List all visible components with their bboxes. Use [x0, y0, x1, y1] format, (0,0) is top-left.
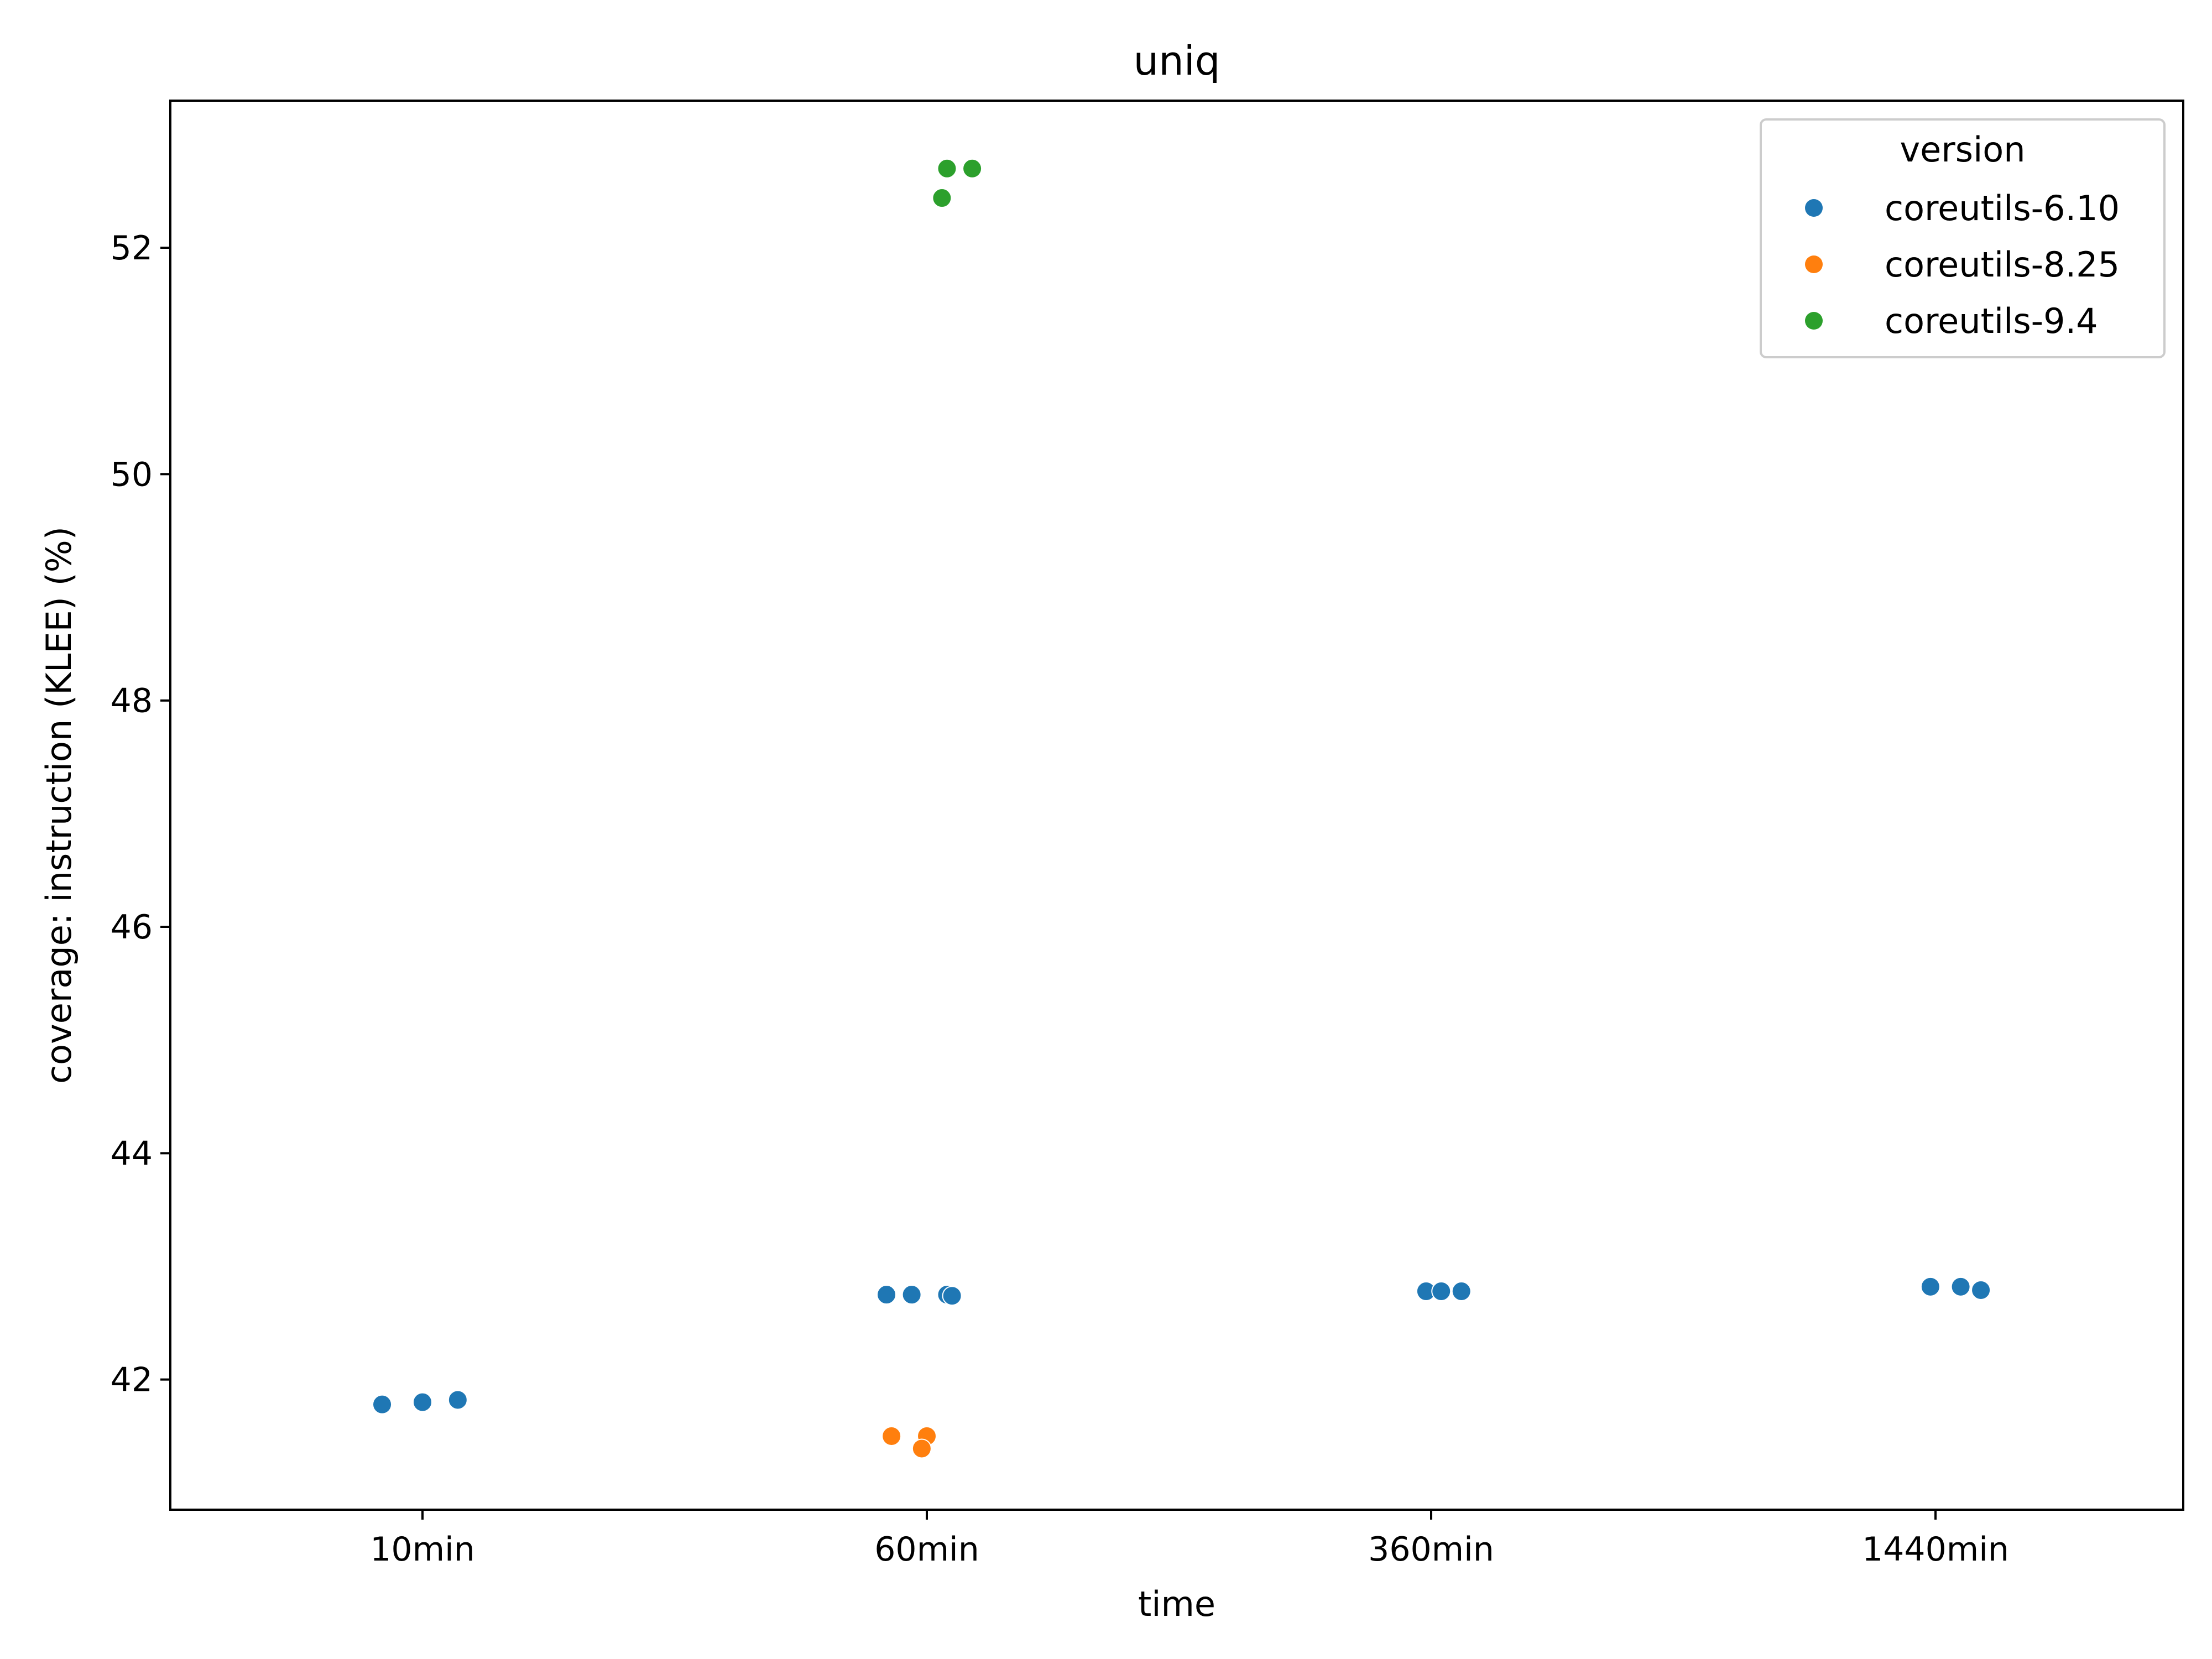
data-point-coreutils-9.4: [962, 158, 983, 179]
y-tick-label: 42: [111, 1361, 153, 1400]
x-axis-label: time: [1138, 1584, 1215, 1624]
data-point-coreutils-6.10: [372, 1394, 393, 1415]
legend: version coreutils-6.10coreutils-8.25core…: [1760, 118, 2166, 358]
legend-label: coreutils-9.4: [1885, 301, 2098, 341]
legend-title: version: [1900, 129, 2025, 170]
legend-label: coreutils-6.10: [1885, 188, 2120, 228]
data-point-coreutils-6.10: [1971, 1280, 1991, 1300]
y-tick-label: 44: [111, 1134, 153, 1173]
y-axis-label: coverage: instruction (KLEE) (%): [39, 526, 79, 1084]
data-point-coreutils-9.4: [937, 158, 957, 179]
plot-area-frame: [169, 100, 2184, 1511]
data-point-coreutils-6.10: [877, 1285, 897, 1305]
x-tick-label: 360min: [1368, 1530, 1494, 1569]
data-point-coreutils-8.25: [911, 1438, 932, 1459]
y-tick-label: 52: [111, 229, 153, 268]
legend-marker: [1805, 312, 1823, 330]
data-points: [372, 158, 1991, 1459]
legend-marker: [1805, 255, 1823, 273]
y-tick-label: 48: [111, 682, 153, 721]
y-tick-label: 46: [111, 908, 153, 947]
data-point-coreutils-8.25: [881, 1426, 902, 1446]
legend-marker: [1805, 199, 1823, 217]
data-point-coreutils-6.10: [413, 1392, 432, 1412]
data-point-coreutils-6.10: [447, 1390, 468, 1410]
x-tick-label: 10min: [370, 1530, 475, 1569]
legend-box: [1760, 118, 2166, 358]
y-tick-label: 50: [111, 455, 153, 494]
data-point-coreutils-6.10: [1920, 1276, 1940, 1297]
data-point-coreutils-6.10: [1950, 1276, 1971, 1297]
legend-items: coreutils-6.10 coreutils-8.25 coreutils-9.…: [1805, 188, 2120, 341]
data-point-coreutils-9.4: [932, 188, 952, 208]
data-point-coreutils-6.10: [942, 1286, 962, 1306]
y-axis-ticks: 42 44 46 48 50 52: [111, 229, 170, 1400]
data-point-coreutils-6.10: [1431, 1281, 1452, 1302]
x-tick-label: 60min: [874, 1530, 979, 1569]
x-axis-ticks: 10min 60min 360min 1440min: [370, 1510, 2009, 1569]
data-point-coreutils-6.10: [901, 1285, 922, 1305]
data-point-coreutils-6.10: [1451, 1281, 1472, 1302]
chart-title: uniq: [1134, 38, 1220, 84]
x-tick-label: 1440min: [1862, 1530, 2009, 1569]
legend-label: coreutils-8.25: [1885, 244, 2120, 285]
